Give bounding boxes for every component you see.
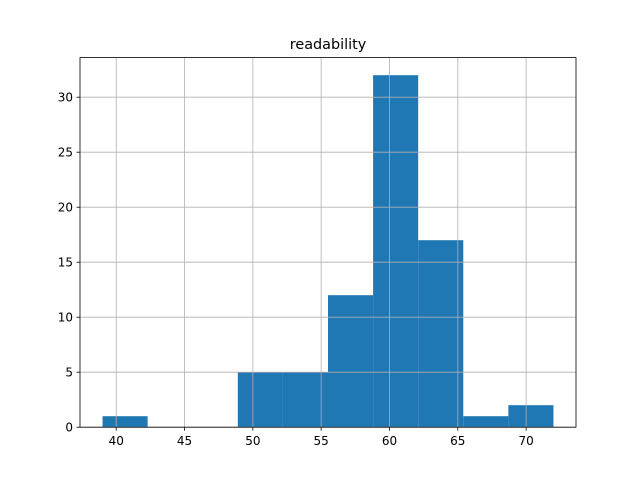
y-tick-label: 25 xyxy=(58,146,73,160)
x-tick-label: 70 xyxy=(518,434,533,448)
y-tick-label: 10 xyxy=(58,311,73,325)
bar xyxy=(237,372,283,428)
x-tick-label: 55 xyxy=(314,434,329,448)
x-tick-label: 60 xyxy=(382,434,397,448)
y-tick-label: 15 xyxy=(58,256,73,270)
x-tick-label: 45 xyxy=(177,434,192,448)
plot-frame xyxy=(79,57,577,428)
y-tick-label: 20 xyxy=(58,201,73,215)
bar xyxy=(418,240,464,428)
bar xyxy=(102,416,148,428)
bar xyxy=(282,372,328,428)
chart-title: readability xyxy=(290,37,367,53)
y-tick-label: 0 xyxy=(65,421,73,435)
y-tick-label: 30 xyxy=(58,91,73,105)
x-tick-label: 65 xyxy=(450,434,465,448)
y-tick-label: 5 xyxy=(65,366,73,380)
bar xyxy=(508,405,554,428)
x-tick-label: 50 xyxy=(245,434,260,448)
bar xyxy=(373,75,419,428)
x-tick-label: 40 xyxy=(109,434,124,448)
bar xyxy=(463,416,509,428)
bar xyxy=(328,295,374,428)
